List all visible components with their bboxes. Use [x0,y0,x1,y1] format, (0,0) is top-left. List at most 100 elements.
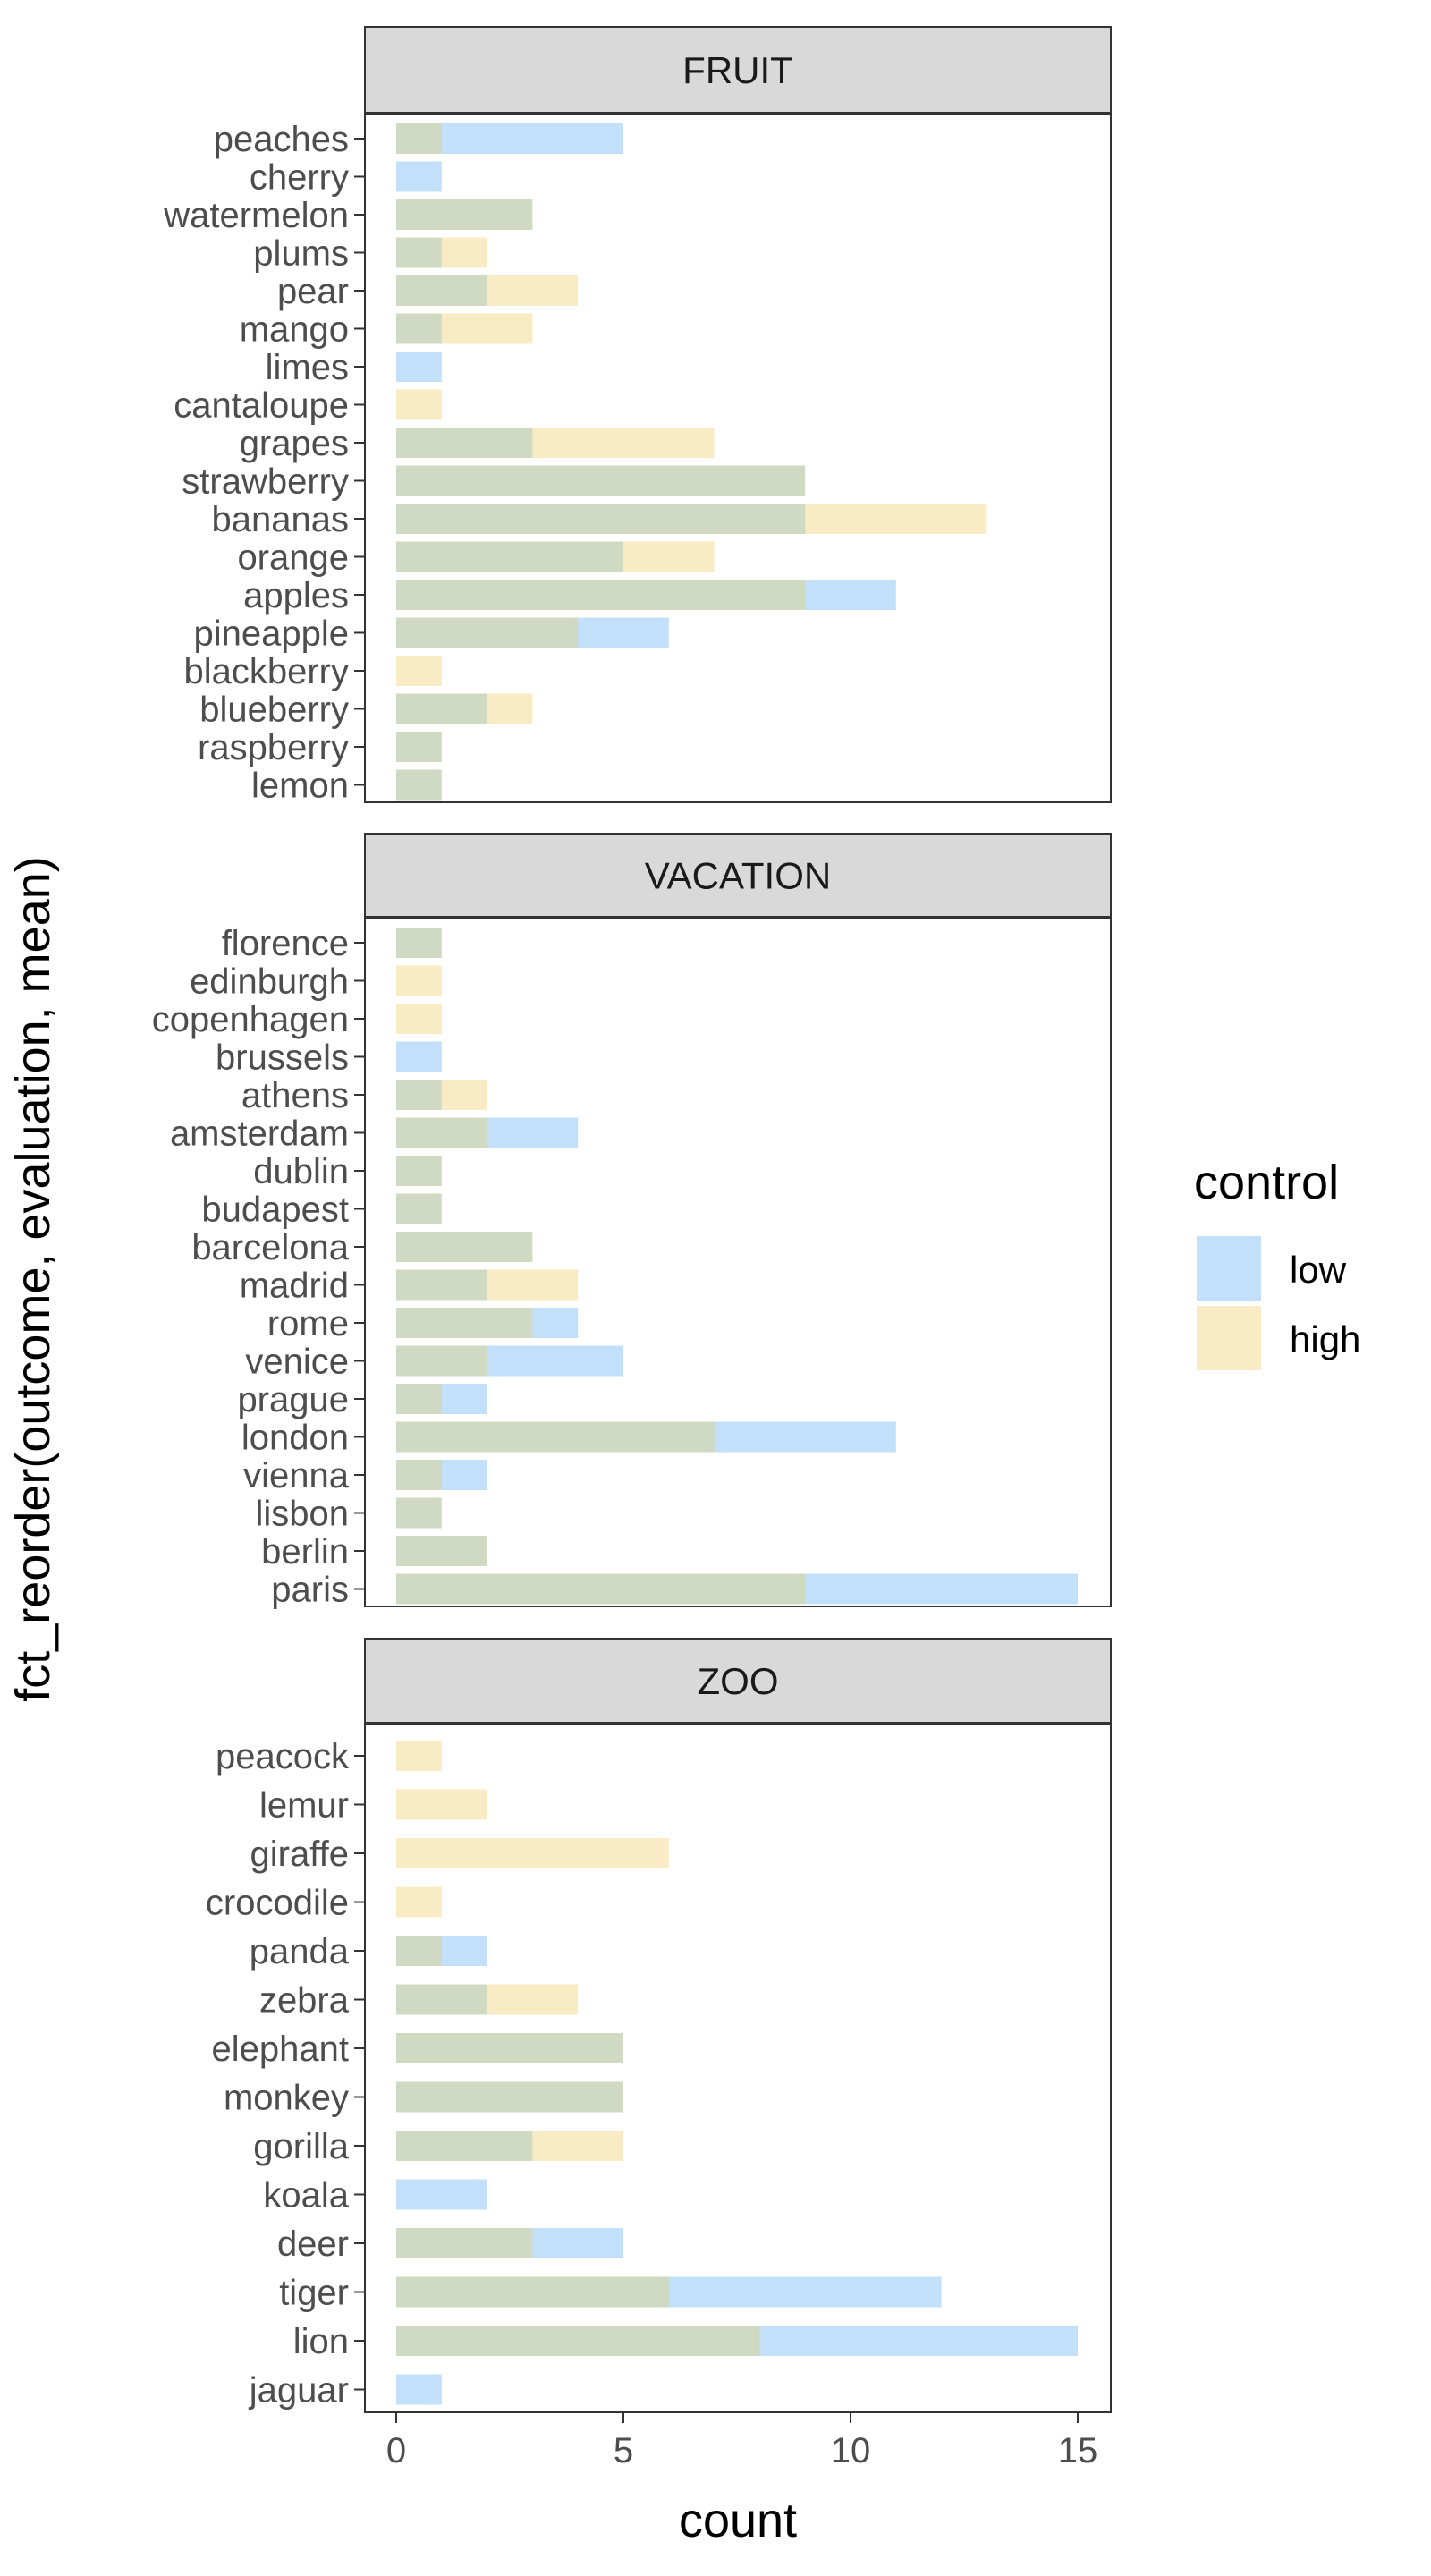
x-axis: 0 5 10 15 [386,2412,1097,2470]
y-tick-label-raspberry: raspberry [198,728,349,767]
legend-label-low: low [1290,1249,1347,1291]
bar-bananas-overlap [396,504,806,534]
y-tick-label-rome: rome [267,1304,349,1343]
bar-grapes-overlap [396,428,533,458]
bar-dublin-overlap [396,1156,442,1186]
x-tick-label-15: 15 [1058,2431,1098,2470]
bar-cantaloupe-high [396,389,442,420]
panel-border [364,918,1112,1607]
panel-background [365,1724,1111,2412]
facet-fruit: FRUIT peachescherrywatermelonplumspearman… [163,26,1112,806]
bar-athens-overlap [396,1080,442,1110]
y-tick-label-cherry: cherry [250,158,349,198]
bar-pineapple-overlap [396,617,579,648]
y-tick-label-lisbon: lisbon [255,1495,349,1534]
y-tick-label-florence: florence [222,924,349,963]
bar-budapest-overlap [396,1193,442,1224]
bar-crocodile-high [396,1886,442,1918]
bar-strawberry-overlap [396,465,806,496]
bar-giraffe-high [396,1838,669,1868]
y-tick-label-london: london [241,1419,349,1458]
y-tick-label-mango: mango [240,310,349,350]
y-tick-label-limes: limes [266,348,349,387]
bar-pear-overlap [396,275,487,306]
y-tick-label-edinburgh: edinburgh [190,962,349,1002]
y-tick-label-koala: koala [263,2176,349,2216]
bar-rome-overlap [396,1308,533,1338]
bar-tiger-overlap [396,2276,669,2308]
y-tick-label-cantaloupe: cantaloupe [174,386,349,426]
bar-lisbon-overlap [396,1497,442,1529]
y-tick-label-monkey: monkey [224,2079,349,2118]
y-tick-label-plums: plums [253,234,349,274]
bar-peaches-overlap [396,123,442,154]
bar-orange-overlap [396,541,623,572]
bar-prague-overlap [396,1384,442,1414]
y-tick-label-watermelon: watermelon [163,196,349,235]
bar-plums-overlap [396,237,442,268]
y-tick-label-peaches: peaches [214,120,349,159]
y-tick-label-madrid: madrid [240,1267,349,1306]
y-tick-label-vienna: vienna [243,1456,350,1496]
y-tick-label-copenhagen: copenhagen [152,1000,349,1039]
bar-blueberry-overlap [396,693,487,724]
facet-strip [364,1638,1112,1724]
y-tick-label-paris: paris [271,1571,349,1610]
bar-raspberry-overlap [396,732,442,762]
y-tick-label-barcelona: barcelona [191,1228,349,1267]
y-tick-label-tiger: tiger [279,2274,349,2313]
y-tick-label-dublin: dublin [253,1152,349,1191]
bar-paris-overlap [396,1573,806,1605]
bar-berlin-overlap [396,1536,487,1566]
x-tick-label-5: 5 [614,2431,633,2470]
bar-watermelon-overlap [396,199,533,230]
y-tick-label-gorilla: gorilla [253,2127,349,2166]
bar-zebra-overlap [396,1984,487,2015]
facets-layer: FRUIT peachescherrywatermelonplumspearman… [152,26,1112,2413]
y-tick-label-strawberry: strawberry [182,462,349,502]
bar-gorilla-overlap [396,2131,533,2161]
bar-copenhagen-high [396,1004,442,1034]
y-tick-label-elephant: elephant [212,2029,349,2069]
y-tick-label-venice: venice [245,1343,349,1382]
x-axis-title: count [679,2494,797,2547]
bar-venice-overlap [396,1345,487,1377]
y-tick-label-crocodile: crocodile [206,1884,349,1923]
y-tick-label-apples: apples [243,576,349,615]
legend-swatch-high [1197,1306,1261,1370]
y-tick-label-lemur: lemur [259,1786,349,1826]
x-tick-label-10: 10 [831,2431,871,2470]
bar-koala-low [396,2179,487,2210]
y-tick-label-lemon: lemon [251,767,349,806]
bar-blackberry-high [396,656,442,686]
bar-brussels-low [396,1041,442,1072]
legend-swatch-low [1197,1236,1261,1301]
bar-apples-overlap [396,580,806,610]
bar-elephant-overlap [396,2033,623,2063]
y-tick-label-deer: deer [277,2224,349,2264]
y-tick-label-berlin: berlin [261,1532,349,1572]
bar-madrid-overlap [396,1269,487,1301]
y-tick-label-amsterdam: amsterdam [170,1114,349,1154]
y-tick-label-athens: athens [241,1076,349,1115]
y-tick-label-grapes: grapes [240,424,349,463]
bar-peacock-high [396,1741,442,1771]
bar-amsterdam-overlap [396,1117,487,1148]
y-tick-label-zebra: zebra [259,1981,350,2021]
y-tick-label-blueberry: blueberry [199,691,349,730]
bar-lemon-overlap [396,769,442,801]
facet-strip-label: FRUIT [682,49,793,91]
bar-lemur-high [396,1789,487,1820]
bar-florence-overlap [396,928,442,958]
panel-background [365,919,1111,1606]
y-tick-label-lion: lion [293,2322,349,2361]
panel-border [364,1724,1112,2413]
bar-monkey-overlap [396,2081,623,2113]
y-tick-label-blackberry: blackberry [183,652,349,691]
y-tick-label-brussels: brussels [216,1038,349,1078]
bar-cherry-low [396,161,442,192]
bar-vienna-overlap [396,1460,442,1490]
facet-strip [364,26,1112,114]
y-tick-label-pear: pear [277,272,349,311]
legend-label-high: high [1290,1318,1360,1360]
